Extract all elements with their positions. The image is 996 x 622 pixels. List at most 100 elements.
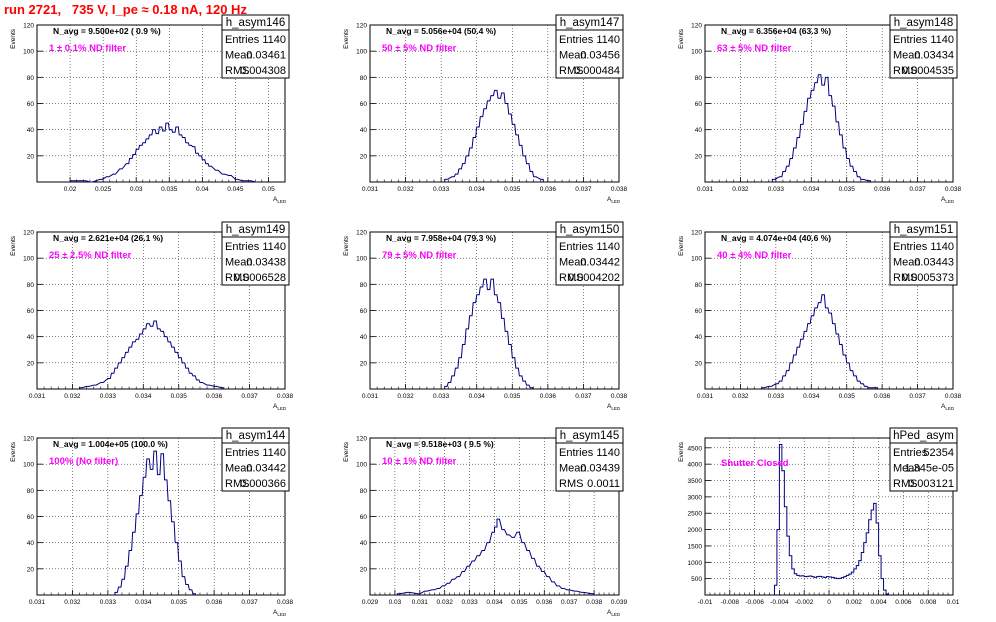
y-tick-label: 100: [356, 256, 367, 263]
y-tick-label: 100: [356, 49, 367, 56]
stats-value: 1140: [596, 34, 620, 46]
stats-label: Mean: [225, 463, 253, 475]
stats-label: Mean: [559, 50, 587, 62]
x-tick-label: 0.035: [839, 186, 856, 193]
navg-label: N_avg = 1.004e+05 (100.0 %): [53, 439, 168, 449]
y-tick-label: 20: [360, 153, 368, 160]
x-tick-label: 0.032: [64, 599, 81, 606]
x-tick-label: 0.033: [461, 599, 478, 606]
stats-title: h_asym145: [560, 430, 619, 442]
x-tick-label: 0.04: [196, 186, 209, 193]
stats-title: h_asym151: [894, 224, 953, 236]
x-tick-label: 0.038: [945, 393, 962, 400]
y-tick-label: 60: [360, 101, 368, 108]
stats-value: 0.03439: [580, 463, 620, 475]
stats-title: h_asym144: [226, 430, 286, 442]
x-tick-label: 0.038: [611, 393, 628, 400]
x-axis-subscript: LED: [611, 406, 621, 411]
stats-value: 0.0004535: [902, 65, 954, 77]
y-tick-label: 20: [27, 360, 35, 367]
x-tick-label: 0.008: [920, 599, 937, 606]
navg-label: N_avg = 9.500e+02 ( 0.9 %): [53, 26, 161, 36]
x-tick-label: 0.031: [29, 599, 46, 606]
stats-label: RMS: [559, 478, 583, 490]
stats-label: RMS: [893, 478, 917, 490]
stats-label: RMS: [225, 478, 249, 490]
x-tick-label: 0.036: [206, 599, 223, 606]
x-tick-label: 0.036: [206, 393, 223, 400]
x-tick-label: 0.035: [504, 186, 521, 193]
histogram-series: [396, 518, 595, 595]
y-tick-label: 100: [691, 256, 702, 263]
x-tick-label: 0.036: [540, 393, 557, 400]
histogram-panel-h_asym144: 0.031 0.032 0.033 0.034 0.035 0.036 0.037 0.038…: [10, 427, 294, 617]
x-axis-title: ALED: [273, 196, 287, 204]
y-tick-label: 120: [356, 230, 367, 237]
stats-label: RMS: [893, 65, 917, 77]
stats-box: [221, 14, 290, 79]
stats-value: 0.03438: [246, 257, 286, 269]
x-tick-label: 0.036: [536, 599, 553, 606]
x-tick-label: 0.032: [437, 599, 454, 606]
y-axis-title: Events: [10, 441, 17, 462]
y-tick-label: 40: [360, 127, 368, 134]
x-tick-label: 0.038: [586, 599, 603, 606]
filter-label: Shutter Closed: [721, 458, 789, 469]
y-tick-label: 120: [691, 230, 702, 237]
x-tick-label: 0.037: [575, 186, 592, 193]
y-tick-label: 40: [695, 127, 703, 134]
x-tick-label: 0.033: [433, 393, 450, 400]
y-tick-label: 120: [691, 23, 702, 30]
y-tick-label: 40: [695, 334, 703, 341]
stats-label: Mean: [225, 257, 253, 269]
filter-label: 79 ± 5% ND filter: [382, 250, 457, 261]
navg-label: N_avg = 5.056e+04 (50.4 %): [386, 26, 496, 36]
y-tick-label: 20: [695, 153, 703, 160]
x-tick-label: 0.032: [397, 186, 414, 193]
y-tick-label: 20: [27, 566, 35, 573]
y-tick-label: 60: [27, 101, 35, 108]
x-tick-label: 0.029: [362, 599, 379, 606]
stats-value: 1140: [262, 34, 286, 46]
y-axis-title: Events: [10, 235, 17, 256]
y-tick-label: 3000: [688, 494, 703, 501]
histogram-panel-h_asym149: 0.031 0.032 0.033 0.034 0.035 0.036 0.037 0.038…: [10, 221, 294, 411]
histogram-series: [761, 294, 879, 389]
y-tick-label: 80: [27, 282, 35, 289]
x-tick-label: 0.037: [561, 599, 578, 606]
x-tick-label: 0.037: [909, 393, 926, 400]
histogram-panel-h_asym145: 0.029 0.03 0.031 0.032 0.033 0.034 0.035 0.036 0…: [343, 427, 628, 617]
y-tick-label: 40: [360, 334, 368, 341]
stats-value: 1140: [262, 447, 286, 459]
x-tick-label: 0.031: [362, 393, 379, 400]
x-tick-label: 0.025: [95, 186, 112, 193]
stats-label: RMS: [893, 272, 917, 284]
x-tick-label: 0.002: [846, 599, 863, 606]
y-tick-label: 20: [360, 360, 368, 367]
y-axis-title: Events: [343, 28, 350, 49]
stats-label: RMS: [225, 272, 249, 284]
y-tick-label: 40: [27, 540, 35, 547]
y-axis-title: Events: [678, 441, 685, 462]
stats-label: RMS: [559, 272, 583, 284]
x-tick-label: 0.033: [100, 599, 117, 606]
stats-value: 0.03461: [246, 50, 286, 62]
histogram-panel-h_asym150: 0.031 0.032 0.033 0.034 0.035 0.036 0.037 0.038…: [343, 221, 628, 411]
histogram-series: [70, 122, 258, 183]
y-tick-label: 2500: [688, 511, 703, 518]
stats-value: 1140: [930, 34, 954, 46]
stats-box: [889, 14, 958, 79]
stats-label: Mean: [893, 50, 921, 62]
stats-label: Entries: [893, 241, 928, 253]
stats-box: [221, 221, 290, 286]
stats-label: Mean: [559, 257, 587, 269]
stats-value: 0.004308: [240, 65, 286, 77]
y-tick-label: 80: [360, 75, 368, 82]
x-tick-label: 0.037: [241, 393, 258, 400]
x-tick-label: -0.006: [745, 599, 764, 606]
x-tick-label: 0.05: [262, 186, 275, 193]
stats-label: RMS: [225, 65, 249, 77]
stats-value: 0.03443: [914, 257, 954, 269]
y-tick-label: 2000: [688, 527, 703, 534]
x-tick-label: 0.01: [947, 599, 960, 606]
